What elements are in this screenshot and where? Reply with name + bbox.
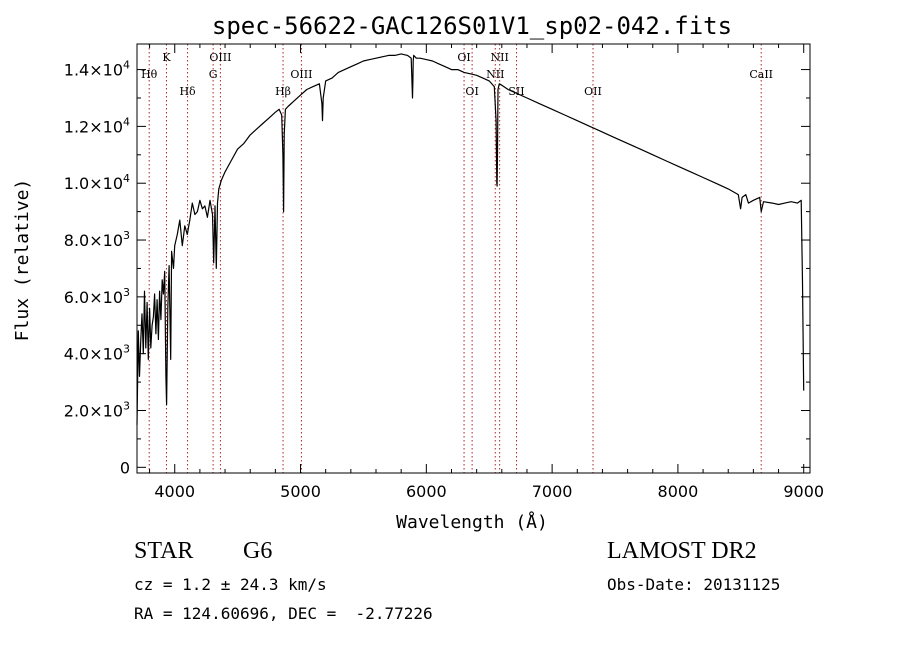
plot-frame (136, 43, 811, 474)
y-axis-label: Flux (relative) (12, 179, 33, 342)
line-label-4: OIII (209, 51, 231, 64)
x-tick-label: 6000 (406, 482, 447, 501)
y-axis: 0 2.0×103 4.0×103 6.0×103 8.0×103 1.0×104 1.2×… (64, 59, 810, 477)
x-tick-label: 5000 (280, 482, 321, 501)
line-label-7: OI (457, 51, 470, 64)
redshift-cz: cz = 1.2 ± 24.3 km/s (134, 575, 327, 594)
line-label-1: K (162, 51, 171, 64)
y-tick-label: 2.0×103 (64, 399, 130, 420)
y-tick-label: 0 (120, 458, 130, 477)
x-tick-label: 7000 (532, 482, 573, 501)
x-axis: 4000 5000 6000 7000 8000 9000 (149, 44, 824, 501)
object-type: STAR (134, 538, 194, 564)
x-tick-label: 9000 (783, 482, 824, 501)
line-label-13: CaII (749, 68, 773, 81)
x-tick-label: 8000 (658, 482, 699, 501)
y-tick-label: 4.0×103 (64, 343, 130, 364)
survey-name: LAMOST DR2 (607, 538, 757, 564)
observation-date: Obs-Date: 20131125 (607, 575, 781, 594)
line-label-5: Hβ (275, 85, 291, 98)
line-label-0: Hθ (141, 68, 158, 81)
line-label-6: OIII (290, 68, 312, 81)
spectrum-line (136, 53, 805, 425)
chart-title: spec-56622-GAC126S01V1_sp02-042.fits (212, 12, 732, 40)
spectral-subclass: G6 (243, 538, 273, 564)
line-label-3: G (209, 68, 218, 81)
y-tick-label: 8.0×103 (64, 229, 130, 250)
y-tick-label: 1.2×104 (64, 115, 130, 136)
y-tick-label: 1.4×104 (64, 59, 130, 80)
line-label-2: Hδ (179, 85, 196, 98)
line-label-12: OII (584, 85, 602, 98)
line-label-9: NII (486, 68, 504, 81)
ra-dec: RA = 124.60696, DEC = -2.77226 (134, 604, 433, 623)
line-label-8: OI (465, 85, 478, 98)
x-axis-label: Wavelength (Å) (396, 511, 548, 533)
y-tick-label: 1.0×104 (64, 172, 130, 193)
x-tick-label: 4000 (154, 482, 195, 501)
y-tick-label: 6.0×103 (64, 286, 130, 307)
line-label-10: NII (491, 51, 509, 64)
